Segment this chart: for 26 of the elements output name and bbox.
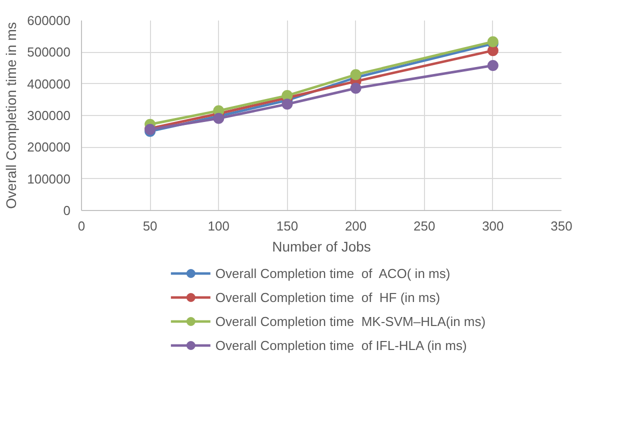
legend-label: Overall Completion time MK-SVM–HLA(in ms) xyxy=(215,314,486,328)
x-tick-label: 100 xyxy=(208,218,230,234)
x-tick-label: 50 xyxy=(142,218,158,234)
legend-label: Overall Completion time of IFL-HLA (in ms) xyxy=(215,338,467,352)
point xyxy=(350,82,362,94)
y-tick-label: 600000 xyxy=(27,13,71,28)
y-tick-label: 300000 xyxy=(27,108,71,123)
x-tick-label: 300 xyxy=(482,218,504,234)
y-tick-label: 500000 xyxy=(27,44,71,60)
y-tick-label: 100000 xyxy=(27,171,71,186)
point xyxy=(350,69,362,80)
legend-label: Overall Completion time of ACO( in ms) xyxy=(215,266,450,280)
y-axis-title: Overall Completion time in ms xyxy=(3,22,20,209)
point xyxy=(282,98,293,110)
x-tick-label: 350 xyxy=(550,218,572,234)
point xyxy=(487,60,498,71)
point xyxy=(487,45,498,56)
x-tick-label: 150 xyxy=(276,218,298,234)
y-tick-label: 0 xyxy=(63,203,71,218)
legend-label: Overall Completion time of HF (in ms) xyxy=(215,290,440,304)
x-tick-label: 250 xyxy=(414,218,436,234)
y-tick-label: 400000 xyxy=(27,76,71,92)
x-tick-label: 0 xyxy=(78,218,86,234)
x-tick-label: 200 xyxy=(344,218,367,234)
x-axis-title: Number of Jobs xyxy=(272,238,371,254)
y-tick-label: 200000 xyxy=(27,140,71,155)
